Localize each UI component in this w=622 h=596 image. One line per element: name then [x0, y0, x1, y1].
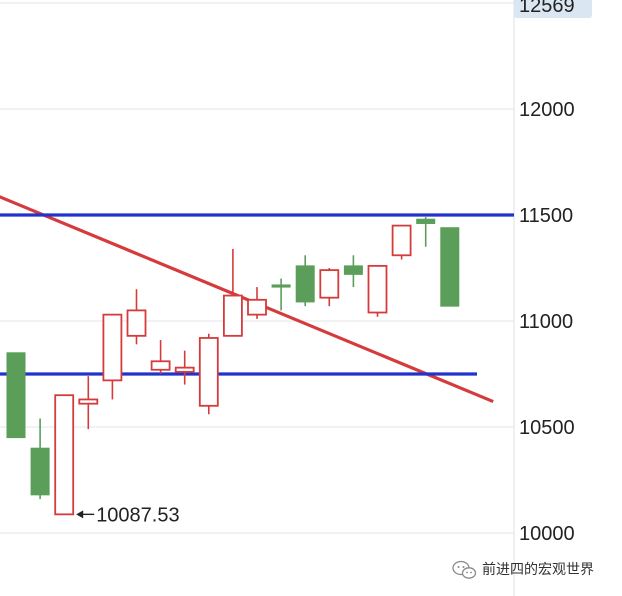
candle-body — [30, 447, 50, 496]
candle-body — [271, 284, 291, 288]
candle-2 — [54, 394, 75, 516]
candle-0 — [6, 352, 26, 439]
y-tick-10500: 10500 — [519, 417, 575, 439]
annotation-arrow-head — [76, 510, 84, 519]
candle-9 — [222, 248, 243, 337]
candle-body — [174, 366, 195, 373]
y-tick-10000: 10000 — [519, 523, 575, 545]
grid-lines — [0, 2, 514, 534]
candle-17 — [416, 217, 436, 247]
candle-body — [78, 398, 99, 405]
y-tick-12000: 12000 — [519, 99, 575, 121]
candle-10 — [247, 287, 267, 319]
candle-1 — [30, 418, 50, 500]
candle-6 — [150, 340, 171, 374]
candle-body — [391, 224, 412, 257]
candle-18 — [440, 227, 460, 307]
candles-layer — [6, 217, 460, 516]
candle-body — [247, 298, 267, 316]
candle-body — [222, 294, 243, 337]
current-price-tag: 12569 — [514, 0, 592, 18]
annotations-layer: 10087.53 — [76, 504, 180, 526]
candle-body — [440, 227, 460, 307]
y-tick-labels: 10000 10500 11000 11500 12000 — [519, 99, 575, 545]
candle-body — [416, 218, 436, 224]
current-price-label: 12569 — [519, 0, 575, 17]
watermark-text: 前进四的宏观世界 — [482, 561, 594, 578]
wechat-icon — [452, 560, 477, 579]
candle-body — [367, 264, 388, 314]
y-tick-11500: 11500 — [519, 205, 573, 227]
candle-15 — [367, 264, 388, 317]
current-price-background — [514, 0, 592, 18]
candle-body — [150, 360, 171, 371]
candle-body — [343, 265, 363, 275]
y-tick-11000: 11000 — [519, 311, 573, 333]
annotation-label: 10087.53 — [96, 504, 179, 526]
level-lines-layer — [0, 213, 514, 376]
candle-16 — [391, 224, 412, 260]
low-annotation: 10087.53 — [76, 504, 180, 526]
candle-4 — [102, 313, 123, 400]
candle-body — [102, 313, 123, 382]
candle-body — [126, 309, 147, 337]
candle-13 — [319, 268, 340, 307]
candle-body — [54, 394, 75, 516]
candle-body — [198, 337, 219, 407]
candle-12 — [295, 255, 315, 307]
candle-14 — [343, 255, 363, 288]
candle-body — [319, 269, 340, 299]
candle-3 — [78, 376, 99, 430]
candle-body — [295, 265, 315, 303]
watermark: 前进四的宏观世界 — [452, 560, 594, 579]
candle-7 — [174, 350, 195, 385]
candle-11 — [271, 278, 291, 311]
candle-5 — [126, 289, 147, 345]
candle-8 — [198, 333, 219, 415]
candle-body — [6, 352, 26, 439]
